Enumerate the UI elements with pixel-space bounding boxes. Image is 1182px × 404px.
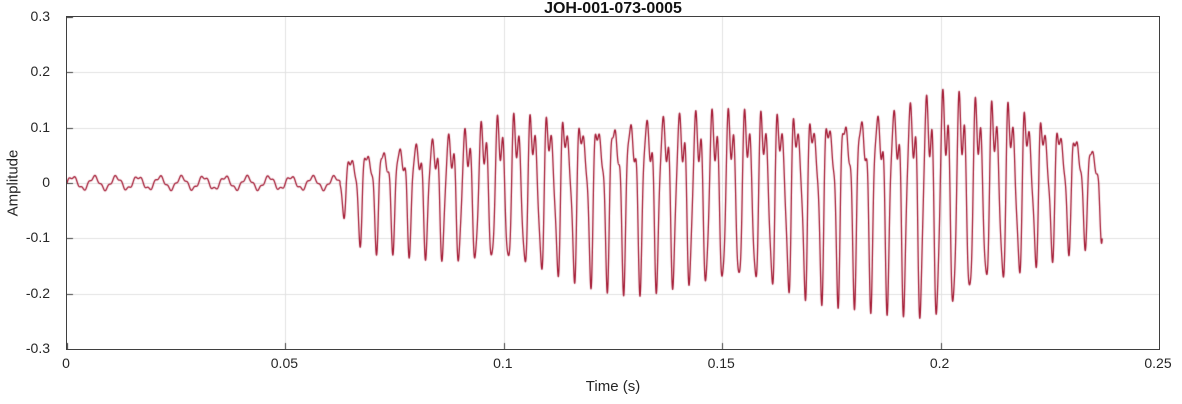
- y-tick-label: 0: [42, 174, 50, 190]
- y-tick-label: 0.3: [30, 8, 50, 24]
- x-tick-label: 0.15: [707, 355, 735, 371]
- x-tick-label: 0.1: [493, 355, 513, 371]
- waveform-plot-canvas: [67, 17, 1159, 349]
- plot-area: [66, 16, 1160, 350]
- y-tick-label: -0.2: [25, 284, 50, 301]
- y-tick-labels: -0.3 -0.2 -0.1 0 0.1 0.2 0.3: [0, 8, 58, 356]
- y-tick-label: 0.2: [30, 63, 50, 80]
- x-tick-label: 0: [62, 355, 70, 371]
- x-tick-label: 0.25: [1144, 355, 1172, 371]
- x-tick-labels: 0 0.05 0.1 0.15 0.2 0.25: [62, 355, 1172, 373]
- x-tick-label: 0.05: [270, 355, 299, 371]
- y-tick-label: 0.1: [30, 118, 50, 135]
- x-tick-label: 0.2: [929, 355, 950, 371]
- y-tick-label: -0.1: [25, 229, 50, 246]
- chart-title: JOH-001-073-0005: [544, 0, 682, 17]
- y-tick-label: -0.3: [25, 340, 50, 356]
- x-axis-label: Time (s): [585, 378, 641, 395]
